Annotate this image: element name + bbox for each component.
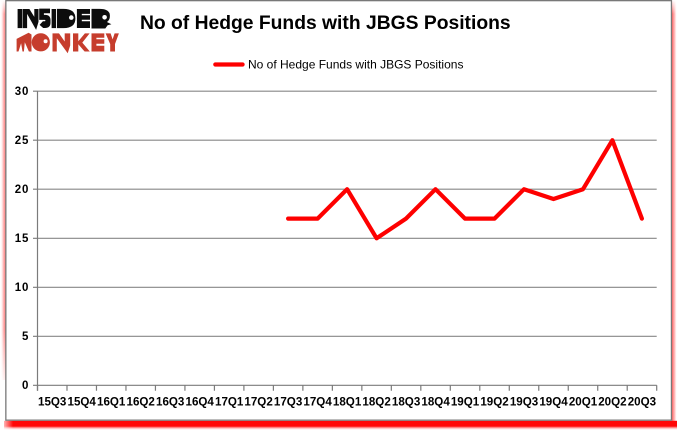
svg-text:16Q2: 16Q2 xyxy=(127,396,155,409)
svg-text:17Q4: 17Q4 xyxy=(303,396,332,409)
svg-text:16Q4: 16Q4 xyxy=(186,396,215,409)
svg-text:19Q4: 19Q4 xyxy=(539,396,568,409)
svg-text:0: 0 xyxy=(22,380,29,392)
svg-text:20Q1: 20Q1 xyxy=(569,396,598,409)
svg-text:17Q3: 17Q3 xyxy=(274,396,303,409)
svg-text:15: 15 xyxy=(15,233,29,245)
svg-text:17Q1: 17Q1 xyxy=(215,396,244,409)
svg-text:18Q4: 18Q4 xyxy=(421,396,450,409)
svg-text:18Q3: 18Q3 xyxy=(392,396,421,409)
svg-text:20Q3: 20Q3 xyxy=(628,396,657,409)
svg-text:18Q1: 18Q1 xyxy=(333,396,362,409)
svg-text:30: 30 xyxy=(15,86,29,98)
svg-text:20Q2: 20Q2 xyxy=(598,396,626,409)
svg-text:20: 20 xyxy=(15,184,29,196)
svg-text:15Q3: 15Q3 xyxy=(38,396,67,409)
svg-text:16Q1: 16Q1 xyxy=(97,396,126,409)
svg-text:19Q1: 19Q1 xyxy=(451,396,480,409)
svg-text:15Q4: 15Q4 xyxy=(68,396,97,409)
svg-text:5: 5 xyxy=(22,331,29,343)
svg-text:19Q3: 19Q3 xyxy=(510,396,539,409)
svg-text:No of Hedge Funds with JBGS Po: No of Hedge Funds with JBGS Positions xyxy=(248,57,463,71)
svg-text:No of Hedge Funds with JBGS Po: No of Hedge Funds with JBGS Positions xyxy=(140,13,511,34)
svg-text:25: 25 xyxy=(15,135,29,147)
svg-text:19Q2: 19Q2 xyxy=(480,396,508,409)
svg-text:10: 10 xyxy=(15,282,29,294)
svg-text:17Q2: 17Q2 xyxy=(244,396,272,409)
svg-text:18Q2: 18Q2 xyxy=(362,396,390,409)
svg-text:16Q3: 16Q3 xyxy=(156,396,185,409)
